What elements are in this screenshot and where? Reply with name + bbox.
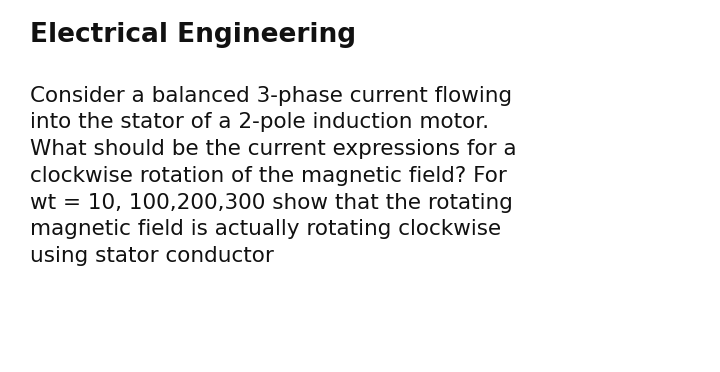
Text: Electrical Engineering: Electrical Engineering: [30, 22, 356, 48]
Text: Consider a balanced 3-phase current flowing
into the stator of a 2-pole inductio: Consider a balanced 3-phase current flow…: [30, 86, 517, 266]
